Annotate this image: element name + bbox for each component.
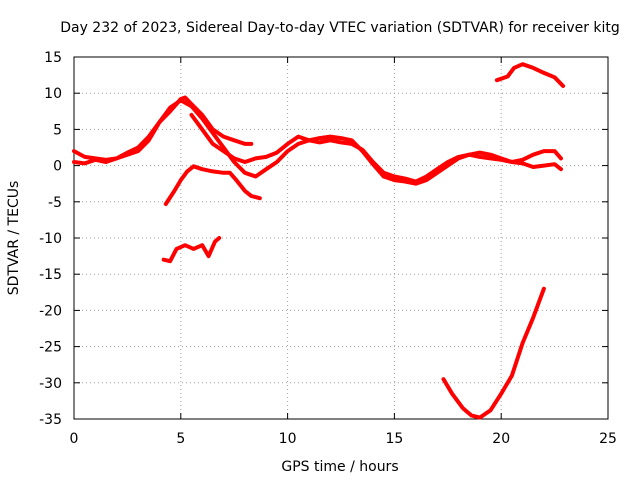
y-tick-label: -25 (39, 340, 62, 356)
series-line-trace-1 (72, 95, 254, 162)
y-tick-label: 0 (53, 159, 62, 175)
y-tick-label: -35 (39, 412, 62, 428)
y-tick-label: -20 (39, 303, 62, 319)
y-tick-label: 5 (53, 122, 62, 138)
y-tick-label: -30 (39, 376, 62, 392)
chart-title: Day 232 of 2023, Sidereal Day-to-day VTE… (60, 20, 620, 36)
grid-layer (74, 57, 608, 419)
series-line-trace-5 (161, 236, 222, 264)
x-tick-label: 0 (70, 431, 79, 447)
x-axis-title: GPS time / hours (281, 459, 398, 475)
x-tick-label: 5 (176, 431, 185, 447)
y-tick-label: -5 (48, 195, 62, 211)
series-layer (72, 62, 566, 420)
x-tick-label: 25 (599, 431, 617, 447)
x-tick-label: 10 (279, 431, 297, 447)
x-tick-label: 15 (385, 431, 403, 447)
y-axis-title: SDTVAR / TECUs (6, 181, 22, 296)
y-tick-label: -15 (39, 267, 62, 283)
series-line-trace-6 (494, 62, 566, 88)
tick-layer: 0 5 10 15 20 25 -35 -30 -25 -20 -15 -10 -5 0 5 10 15 (39, 50, 617, 447)
series-line-trace-2 (72, 98, 563, 184)
y-tick-label: 15 (44, 50, 62, 66)
series-line-trace-4 (163, 164, 262, 206)
y-tick-label: 10 (44, 86, 62, 102)
y-tick-label: -10 (39, 231, 62, 247)
series-line-trace-3 (189, 112, 563, 186)
series-line-trace-7 (441, 286, 546, 420)
x-tick-label: 20 (492, 431, 510, 447)
